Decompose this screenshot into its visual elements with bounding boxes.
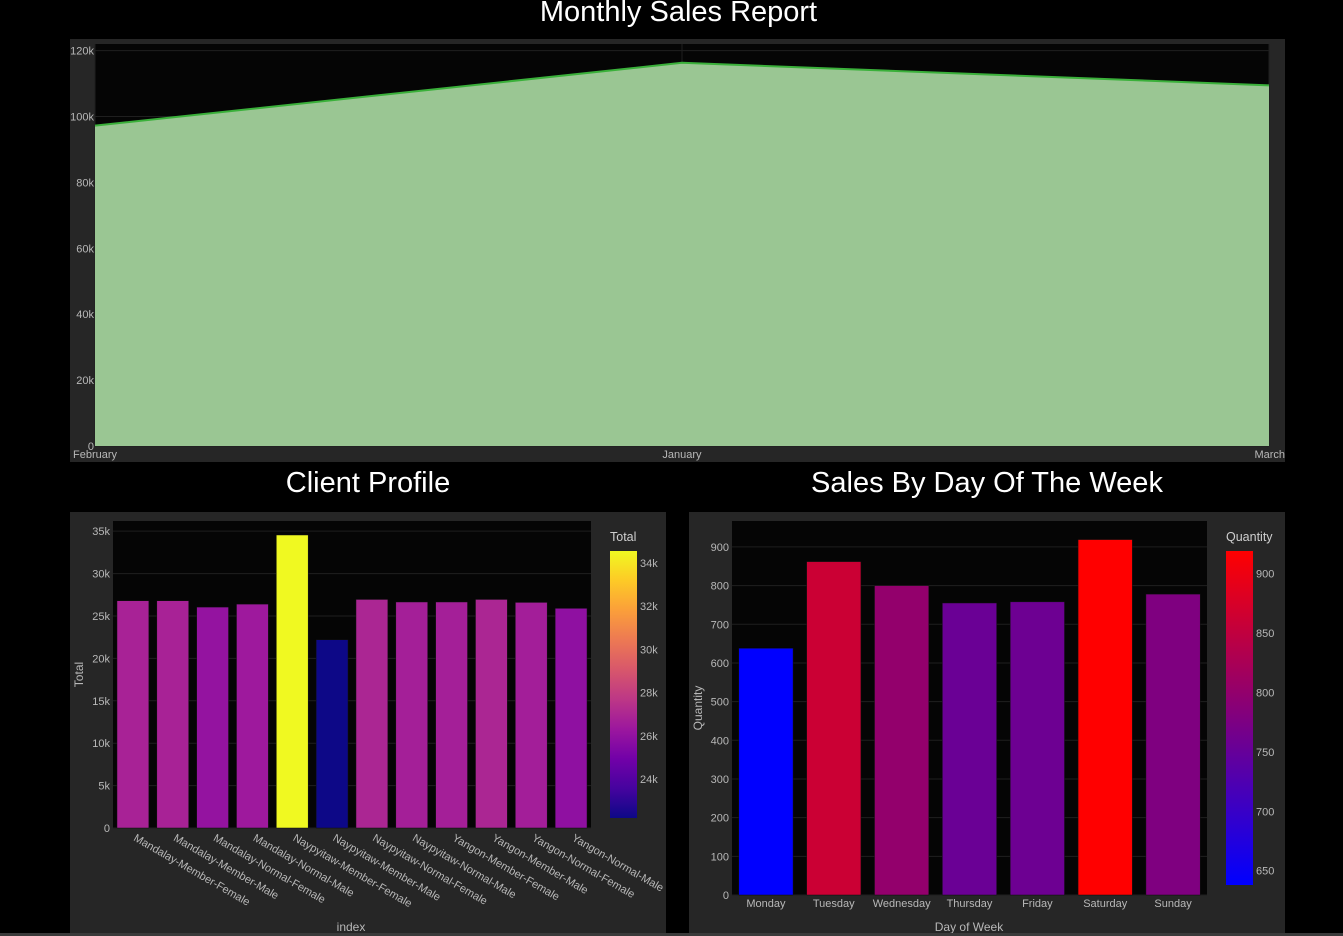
weekday-x-tick-label: Saturday [1083,898,1128,910]
client-y-tick-label: 15k [92,696,110,708]
monthly-x-tick-label: March [1254,449,1285,461]
client-y-tick-label: 20k [92,653,110,665]
client-colorbar-tick-label: 24k [640,774,658,786]
monthly-y-tick-label: 0 [88,441,94,453]
weekday-bar[interactable] [874,585,930,896]
weekday-x-tick-label: Wednesday [873,898,931,910]
client-bar[interactable] [395,601,428,829]
weekday-bar[interactable] [1077,539,1133,896]
client-bar[interactable] [236,603,269,829]
monthly-y-tick-label: 20k [76,375,94,387]
weekday-colorbar-tick-label: 650 [1256,866,1274,878]
weekday-y-tick-label: 700 [711,619,729,631]
weekday-colorbar [1226,551,1253,885]
weekday-x-tick-label: Monday [746,898,786,910]
client-x-axis-title: index [337,920,366,934]
client-bar[interactable] [116,600,150,829]
weekday-x-tick-label: Friday [1022,898,1053,910]
weekday-colorbar-tick-label: 700 [1256,806,1274,818]
client-y-tick-label: 30k [92,569,110,581]
client-colorbar-tick-label: 34k [640,558,658,570]
client-colorbar-title: Total [610,530,636,544]
weekday-y-tick-label: 0 [723,890,729,902]
monthly-y-tick-label: 60k [76,243,94,255]
monthly-sales-area[interactable] [95,62,1269,447]
weekday-y-tick-label: 600 [711,658,729,670]
weekday-y-tick-label: 200 [711,813,729,825]
weekday-x-tick-label: Thursday [947,898,993,910]
weekday-bar[interactable] [1009,601,1065,896]
client-y-tick-label: 35k [92,526,110,538]
client-bar[interactable] [475,599,508,829]
client-y-tick-label: 0 [104,823,110,835]
weekday-colorbar-tick-label: 800 [1256,687,1274,699]
client-bar[interactable] [515,602,548,829]
client-y-tick-label: 10k [92,738,110,750]
monthly-sales-title: Monthly Sales Report [539,0,818,28]
client-colorbar-tick-label: 26k [640,731,658,743]
weekday-colorbar-tick-label: 850 [1256,628,1274,640]
client-bar[interactable] [276,534,309,829]
weekday-y-tick-label: 100 [711,851,729,863]
weekday-colorbar-tick-label: 750 [1256,747,1274,759]
weekday-bar[interactable] [806,561,862,896]
client-bar[interactable] [435,601,468,829]
weekday-bar[interactable] [942,602,997,896]
weekday-sales-title: Sales By Day Of The Week [811,467,1163,499]
weekday-y-tick-label: 500 [711,697,729,709]
weekday-y-tick-label: 800 [711,581,729,593]
weekday-y-tick-label: 400 [711,735,729,747]
monthly-x-tick-label: January [662,449,702,461]
client-colorbar-tick-label: 30k [640,644,658,656]
weekday-bar[interactable] [1145,593,1201,896]
weekday-y-tick-label: 300 [711,774,729,786]
monthly-y-tick-label: 120k [70,46,94,58]
client-bar[interactable] [156,600,189,829]
monthly-sales-line[interactable] [94,61,1270,127]
client-y-tick-label: 25k [92,611,110,623]
weekday-colorbar-title: Quantity [1226,530,1273,544]
client-plot-area [113,521,591,828]
weekday-x-tick-label: Sunday [1154,898,1192,910]
monthly-y-tick-label: 100k [70,111,94,123]
client-y-tick-label: 5k [98,781,110,793]
monthly-y-tick-label: 80k [76,177,94,189]
monthly-x-tick-label: February [73,449,118,461]
client-colorbar-tick-label: 32k [640,601,658,613]
client-y-axis-title: Total [72,662,86,687]
monthly-y-tick-label: 40k [76,309,94,321]
client-profile-title: Client Profile [285,467,451,499]
client-bar[interactable] [315,639,349,829]
weekday-x-axis-title: Day of Week [935,920,1004,934]
weekday-colorbar-tick-label: 900 [1256,569,1274,581]
weekday-x-tick-label: Tuesday [813,898,855,910]
client-colorbar [610,551,637,818]
client-bar[interactable] [355,599,389,829]
client-bar[interactable] [554,608,588,829]
weekday-y-tick-label: 900 [711,542,729,554]
client-bar[interactable] [196,606,229,829]
client-colorbar-tick-label: 28k [640,688,658,700]
weekday-y-axis-title: Quantity [691,686,705,731]
weekday-bar[interactable] [738,647,794,896]
page-bottom-rule [0,933,1343,936]
